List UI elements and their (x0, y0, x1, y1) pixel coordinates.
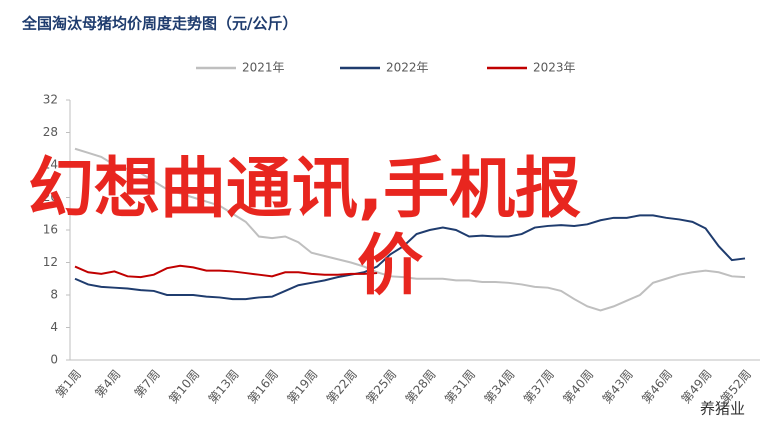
series-line (74, 214, 746, 301)
y-tick-label: 0 (50, 353, 58, 367)
x-tick-label: 第4周 (92, 367, 123, 400)
y-tick-label: 16 (43, 223, 58, 237)
y-tick-label: 28 (43, 125, 58, 139)
x-tick-label: 第10周 (166, 367, 202, 406)
x-tick-label: 第25周 (363, 367, 399, 406)
legend-label: 2023年 (533, 61, 576, 75)
legend-label: 2022年 (386, 61, 429, 75)
x-tick-label: 第43周 (600, 367, 636, 406)
x-tick-label: 第31周 (442, 367, 478, 406)
x-tick-label: 第16周 (245, 367, 281, 406)
x-tick-label: 第19周 (284, 367, 320, 406)
overlay-text: 价 (357, 227, 423, 304)
x-tick-label: 第46周 (639, 367, 675, 406)
watermark: 养猪业 (700, 400, 745, 418)
series-line (74, 147, 746, 312)
x-tick-label: 第7周 (132, 367, 163, 400)
x-tick-label: 第34周 (482, 367, 518, 406)
overlay-text: 幻想曲通讯,手机报 (28, 150, 581, 227)
x-tick-label: 第22周 (324, 367, 360, 406)
x-tick-label: 第1周 (53, 367, 84, 400)
y-tick-label: 20 (43, 190, 58, 204)
x-tick-label: 第28周 (403, 367, 439, 406)
x-tick-label: 第37周 (521, 367, 557, 406)
x-tick-label: 第13周 (206, 367, 242, 406)
series-line (74, 264, 378, 279)
y-tick-label: 4 (50, 320, 58, 334)
y-tick-label: 32 (43, 93, 58, 107)
x-tick-label: 第40周 (560, 367, 596, 406)
y-tick-label: 8 (50, 288, 58, 302)
chart-title: 全国淘汰母猪均价周度走势图（元/公斤） (21, 15, 297, 33)
y-tick-label: 24 (43, 158, 58, 172)
y-tick-label: 12 (43, 255, 58, 269)
legend-label: 2021年 (242, 61, 285, 75)
